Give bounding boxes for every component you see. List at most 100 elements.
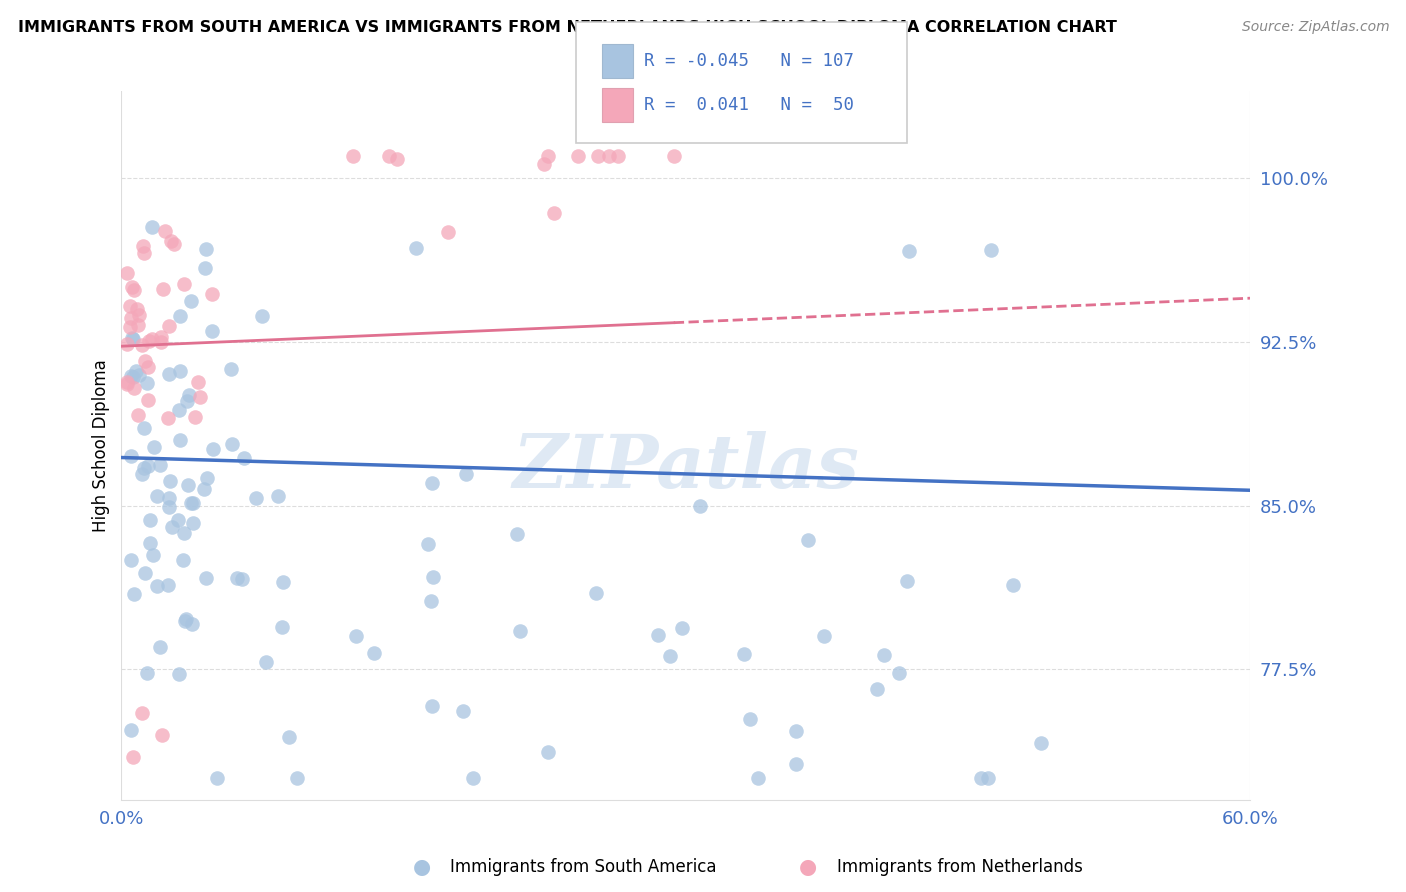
Point (139, 536, 162, 550)
Point (177, 478, 200, 492)
Point (120, 723, 142, 737)
Point (416, 537, 439, 551)
Point (115, 377, 138, 392)
Point (193, 482, 215, 496)
Point (738, 712, 761, 726)
Point (287, 772, 309, 786)
Point (143, 440, 166, 454)
Point (127, 318, 149, 332)
Point (363, 646, 385, 660)
Point (733, 648, 755, 662)
Text: Source: ZipAtlas.com: Source: ZipAtlas.com (1241, 20, 1389, 34)
Point (378, 149, 401, 163)
Point (134, 566, 156, 580)
Point (174, 615, 197, 629)
Point (132, 239, 155, 253)
Point (195, 242, 218, 256)
Point (195, 471, 218, 485)
Point (169, 364, 191, 378)
Point (141, 220, 163, 235)
Point (122, 369, 145, 384)
Point (136, 359, 159, 374)
Point (785, 757, 807, 772)
Point (180, 293, 202, 308)
Point (543, 206, 565, 220)
Point (136, 458, 159, 473)
Point (219, 362, 242, 376)
Point (125, 302, 148, 317)
Point (132, 461, 155, 475)
Point (451, 704, 474, 718)
Point (194, 260, 217, 275)
Point (537, 745, 560, 759)
Point (127, 408, 149, 422)
Point (785, 723, 807, 738)
Point (747, 772, 769, 786)
Point (134, 246, 156, 260)
Point (536, 149, 558, 163)
Point (134, 354, 156, 368)
Point (122, 587, 145, 601)
Point (122, 333, 145, 347)
Point (157, 410, 180, 425)
Point (405, 241, 427, 255)
Text: Immigrants from South America: Immigrants from South America (450, 858, 717, 876)
Point (167, 513, 190, 527)
Point (420, 475, 443, 490)
Point (162, 520, 184, 534)
Point (970, 772, 993, 786)
Point (122, 381, 145, 395)
Point (131, 467, 153, 482)
Point (157, 491, 180, 506)
Point (267, 489, 290, 503)
Point (183, 516, 205, 531)
Point (122, 283, 145, 297)
Point (181, 496, 204, 510)
Y-axis label: High School Diploma: High School Diploma (93, 359, 110, 532)
Point (121, 749, 143, 764)
Point (157, 367, 180, 381)
Point (128, 308, 150, 322)
Point (420, 698, 443, 713)
Text: IMMIGRANTS FROM SOUTH AMERICA VS IMMIGRANTS FROM NETHERLANDS HIGH SCHOOL DIPLOMA: IMMIGRANTS FROM SOUTH AMERICA VS IMMIGRA… (18, 20, 1118, 35)
Point (115, 337, 138, 351)
Point (271, 574, 294, 589)
Text: Immigrants from Netherlands: Immigrants from Netherlands (837, 858, 1083, 876)
Point (139, 512, 162, 526)
Point (231, 572, 253, 586)
Point (120, 369, 142, 384)
Point (250, 309, 273, 323)
Point (344, 629, 367, 643)
Point (176, 394, 198, 409)
Point (201, 324, 224, 338)
Point (585, 586, 607, 600)
Point (254, 655, 277, 669)
Point (671, 621, 693, 635)
Point (121, 280, 143, 294)
Point (159, 475, 181, 489)
Point (188, 390, 211, 404)
Point (509, 624, 531, 639)
Point (797, 533, 820, 548)
Point (896, 574, 918, 588)
Point (141, 333, 163, 347)
Point (647, 628, 669, 642)
Point (155, 225, 177, 239)
Point (662, 149, 685, 163)
Point (157, 500, 180, 514)
Point (419, 594, 441, 608)
Point (567, 149, 589, 163)
Point (177, 388, 200, 402)
Point (225, 571, 247, 585)
Point (150, 728, 173, 742)
Point (134, 420, 156, 434)
Point (205, 772, 228, 786)
Text: R =  0.041   N =  50: R = 0.041 N = 50 (644, 96, 853, 114)
Point (115, 266, 138, 280)
Point (149, 458, 172, 472)
Point (142, 549, 165, 563)
Point (586, 149, 609, 163)
Text: ZIPatlas: ZIPatlas (512, 431, 859, 503)
Text: ●: ● (800, 857, 817, 877)
Point (173, 526, 195, 541)
